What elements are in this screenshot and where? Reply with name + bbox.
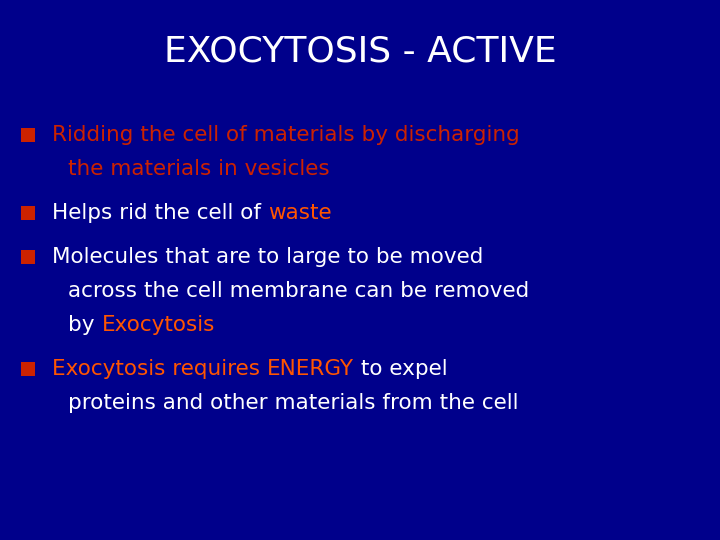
Text: Exocytosis: Exocytosis — [102, 315, 215, 335]
Bar — [21, 128, 35, 142]
Text: Molecules that are to large to be moved: Molecules that are to large to be moved — [52, 247, 483, 267]
Text: ENERGY: ENERGY — [267, 359, 354, 379]
Text: Helps rid the cell of: Helps rid the cell of — [52, 203, 268, 223]
Bar — [21, 250, 35, 264]
Text: proteins and other materials from the cell: proteins and other materials from the ce… — [68, 393, 518, 413]
Text: waste: waste — [268, 203, 331, 223]
Text: to expel: to expel — [354, 359, 448, 379]
Bar — [21, 362, 35, 376]
Bar — [21, 206, 35, 220]
Text: Ridding the cell of materials by discharging: Ridding the cell of materials by dischar… — [52, 125, 520, 145]
Text: Exocytosis requires: Exocytosis requires — [52, 359, 267, 379]
Text: the materials in vesicles: the materials in vesicles — [68, 159, 330, 179]
Text: EXOCYTOSIS - ACTIVE: EXOCYTOSIS - ACTIVE — [163, 35, 557, 69]
Text: by: by — [68, 315, 102, 335]
Text: across the cell membrane can be removed: across the cell membrane can be removed — [68, 281, 529, 301]
